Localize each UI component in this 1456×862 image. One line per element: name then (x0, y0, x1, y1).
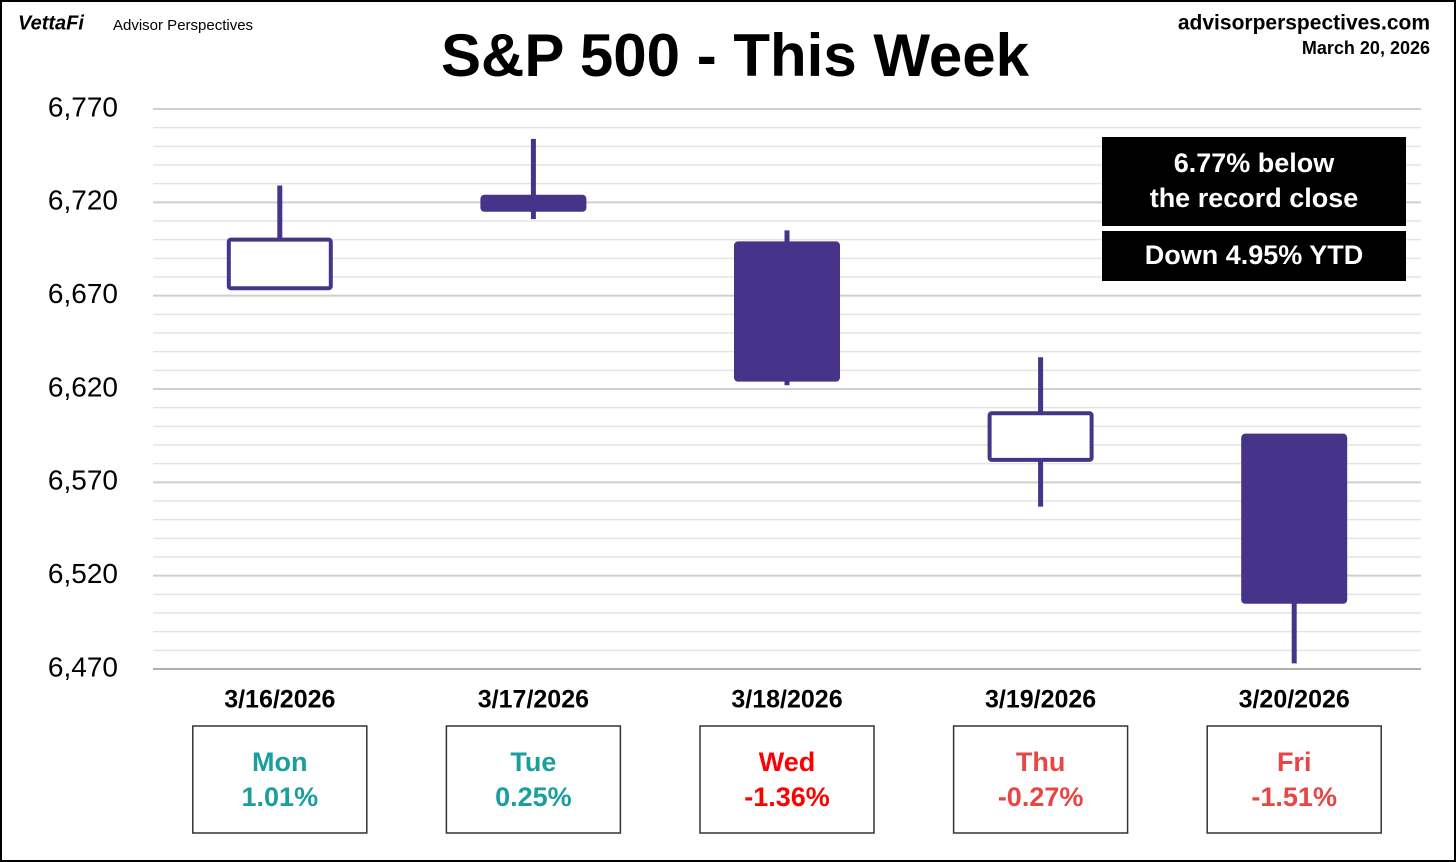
day-change: -1.51% (1251, 782, 1337, 812)
day-change: 1.01% (242, 782, 319, 812)
annotation-box (1102, 137, 1406, 226)
day-label: Wed (759, 747, 816, 777)
day-change: -1.36% (744, 782, 830, 812)
y-tick-label: 6,470 (48, 651, 118, 682)
day-box (445, 725, 622, 834)
day-box (952, 725, 1129, 834)
brand: VettaFi (18, 12, 84, 34)
x-tick-label: 3/18/2026 (731, 686, 842, 714)
day-label: Thu (1016, 747, 1065, 777)
x-tick-label: 3/17/2026 (478, 686, 589, 714)
candle-body (987, 411, 1094, 462)
day-label: Tue (510, 747, 556, 777)
x-tick-label: 3/19/2026 (985, 686, 1096, 714)
day-label: Fri (1277, 747, 1312, 777)
plot: 6,470 6,520 6,570 6,620 6,670 6,720 6,770 3/16/… (48, 91, 1421, 834)
x-tick-label: 3/16/2026 (224, 686, 335, 714)
annotation: the record close (1150, 183, 1359, 213)
day-box (192, 725, 368, 834)
candle-body (480, 194, 587, 212)
source: advisorperspectives.com (1178, 12, 1430, 35)
y-tick-label: 6,720 (48, 185, 118, 216)
brand-subtitle: Advisor Perspectives (113, 17, 253, 34)
annotation: 6.77% below (1174, 148, 1336, 178)
y-tick-label: 6,770 (48, 91, 118, 122)
y-tick-label: 6,520 (48, 558, 118, 589)
candle-body (226, 237, 333, 291)
date: March 20, 2026 (1302, 38, 1430, 58)
day-box (699, 725, 875, 834)
day-change: -0.27% (998, 782, 1084, 812)
annotation: Down 4.95% YTD (1145, 240, 1364, 270)
day-box (1206, 725, 1382, 834)
day-label: Mon (252, 747, 307, 777)
candle-body (1241, 433, 1348, 604)
y-tick-label: 6,670 (48, 278, 118, 309)
y-tick-label: 6,620 (48, 371, 118, 402)
day-change: 0.25% (495, 782, 572, 812)
y-tick-label: 6,570 (48, 465, 118, 496)
x-tick-label: 3/20/2026 (1239, 686, 1350, 714)
annotation-box (1102, 231, 1406, 281)
candle-body (734, 241, 840, 382)
chart-title: S&P 500 - This Week (441, 22, 1030, 89)
